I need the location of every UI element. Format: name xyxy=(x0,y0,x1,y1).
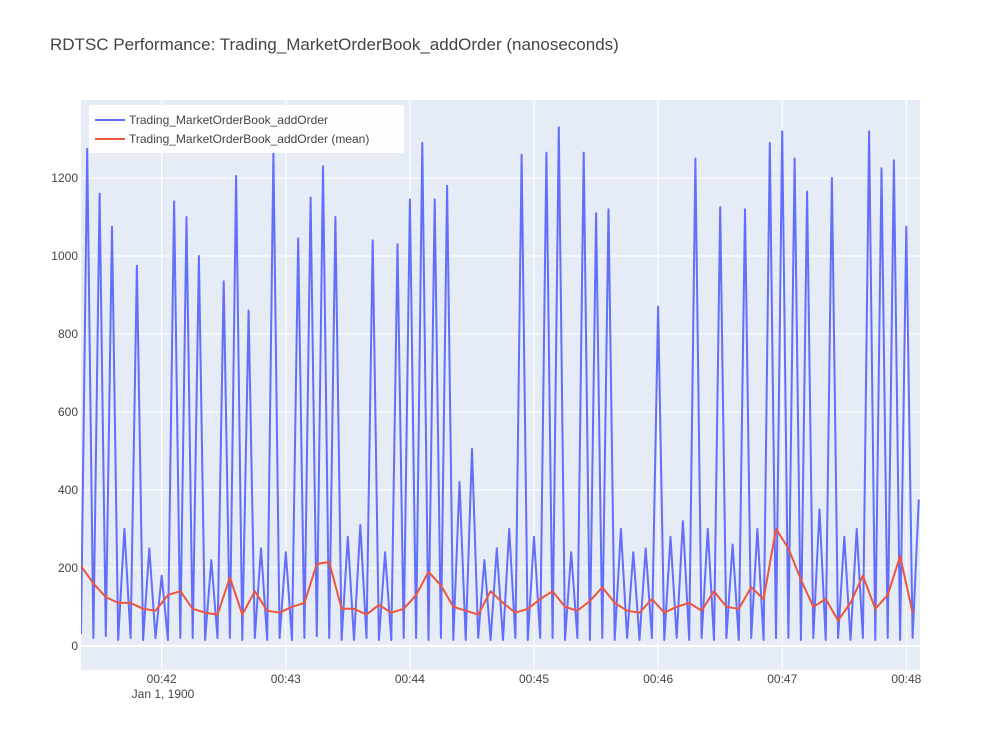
x-tick-label: 00:42 xyxy=(147,672,177,686)
legend-label: Trading_MarketOrderBook_addOrder xyxy=(129,113,328,127)
x-tick-label: 00:47 xyxy=(767,672,797,686)
y-tick-label: 400 xyxy=(58,483,78,497)
series-line xyxy=(81,527,914,622)
x-tick-label: 00:46 xyxy=(643,672,673,686)
y-tick-label: 800 xyxy=(58,327,78,341)
y-tick-label: 0 xyxy=(71,639,78,653)
x-tick-label: 00:45 xyxy=(519,672,549,686)
series-group xyxy=(81,126,920,641)
y-tick-label: 1000 xyxy=(51,249,78,263)
legend-label: Trading_MarketOrderBook_addOrder (mean) xyxy=(129,132,369,146)
x-tick-label: 00:43 xyxy=(271,672,301,686)
plot-area xyxy=(81,100,920,670)
legend-box xyxy=(89,105,404,153)
x-date-label: Jan 1, 1900 xyxy=(132,687,195,701)
x-tick-label: 00:48 xyxy=(891,672,921,686)
legend: Trading_MarketOrderBook_addOrder Trading_… xyxy=(89,105,404,153)
y-tick-label: 600 xyxy=(58,405,78,419)
chart-title: RDTSC Performance: Trading_MarketOrderBo… xyxy=(50,35,619,54)
axis-labels: 0 200 400 600 800 1000 1200 00:42 00:43 00:44 00:4… xyxy=(51,171,921,686)
y-tick-label: 200 xyxy=(58,561,78,575)
x-tick-label: 00:44 xyxy=(395,672,425,686)
y-tick-label: 1200 xyxy=(51,171,78,185)
series-line xyxy=(81,126,920,641)
